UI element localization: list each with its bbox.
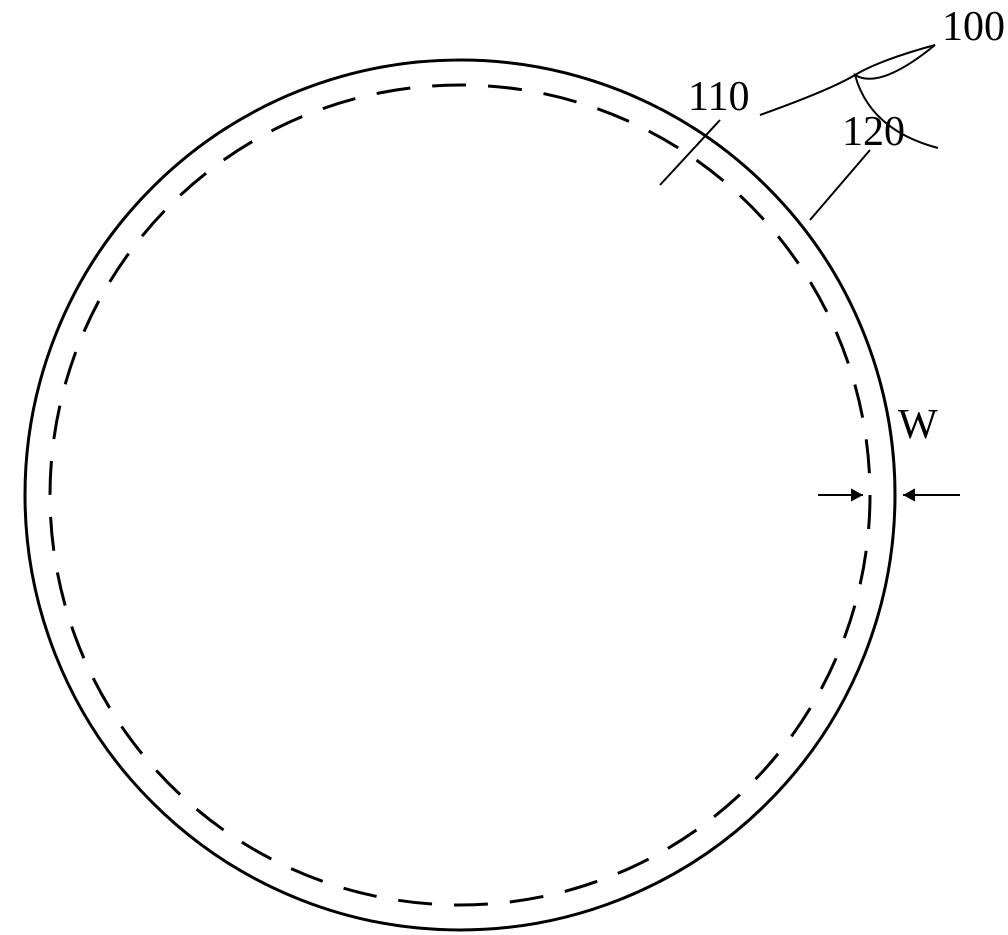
w-arrow-right-head — [903, 488, 915, 501]
inner-boundary-110 — [50, 85, 870, 905]
wafer-diagram: 100 110 120 W — [0, 0, 1008, 935]
label-110: 110 — [688, 74, 749, 120]
w-arrow-left-head — [851, 488, 863, 501]
outer-boundary-120 — [25, 60, 895, 930]
width-w-indicator — [818, 488, 960, 501]
leader-120 — [810, 150, 870, 220]
label-100: 100 — [942, 4, 1005, 50]
leader-110 — [660, 120, 720, 185]
label-w: W — [898, 402, 938, 448]
label-120: 120 — [842, 109, 905, 155]
